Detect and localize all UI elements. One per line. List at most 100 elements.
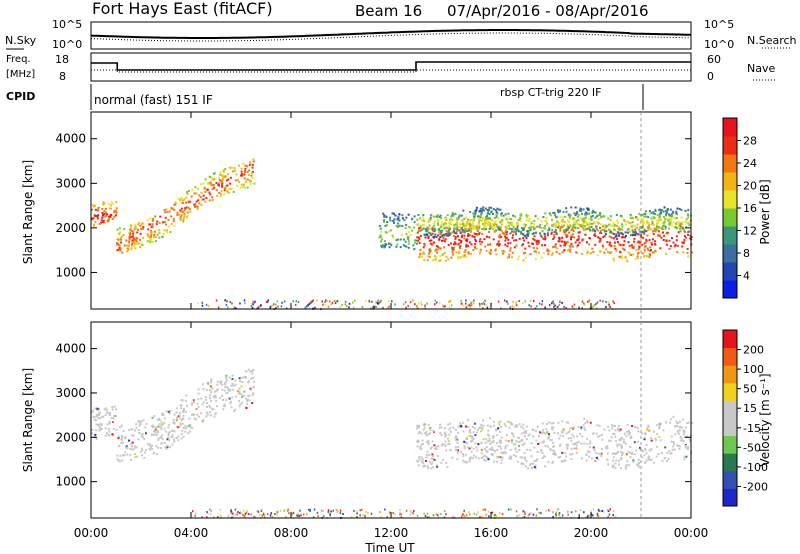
echo-point: [618, 225, 620, 228]
echo-point: [472, 431, 475, 434]
echo-point: [233, 167, 236, 170]
echo-point: [628, 244, 631, 247]
echo-point: [474, 238, 477, 241]
ground-scatter-point: [538, 511, 540, 514]
echo-point: [147, 240, 150, 242]
echo-point: [122, 441, 125, 444]
ground-scatter-point: [482, 307, 484, 310]
ground-scatter-point: [541, 303, 543, 306]
echo-point: [625, 467, 628, 470]
echo-point: [385, 224, 388, 227]
echo-point: [447, 229, 450, 232]
echo-point: [512, 443, 515, 446]
colorbar-tick-label: 20: [743, 180, 757, 193]
echo-point: [130, 442, 133, 445]
echo-point: [681, 221, 684, 224]
echo-point: [162, 413, 165, 416]
echo-point: [252, 392, 255, 395]
echo-point: [508, 217, 511, 220]
echo-point: [681, 245, 684, 248]
echo-point: [439, 259, 442, 262]
ground-scatter-point: [309, 509, 311, 511]
echo-point: [680, 439, 683, 442]
echo-point: [608, 429, 611, 432]
echo-point: [513, 246, 516, 249]
echo-point: [221, 177, 224, 180]
echo-point: [476, 215, 479, 218]
echo-point: [572, 225, 575, 228]
ground-scatter-point: [252, 303, 254, 306]
echo-point: [462, 209, 465, 212]
echo-point: [241, 377, 244, 379]
ground-scatter-point: [484, 299, 487, 302]
echo-point: [129, 228, 132, 231]
echo-point: [508, 421, 511, 424]
echo-point: [244, 169, 247, 172]
echo-point: [224, 175, 227, 178]
echo-point: [179, 422, 182, 425]
echo-point: [418, 217, 421, 220]
echo-point: [119, 231, 122, 234]
echo-point: [446, 465, 449, 468]
echo-point: [598, 435, 601, 438]
echo-point: [471, 426, 474, 428]
echo-point: [667, 219, 670, 222]
echo-point: [489, 443, 492, 446]
echo-point: [504, 239, 507, 242]
echo-point: [418, 227, 421, 230]
echo-point: [534, 232, 537, 235]
echo-point: [503, 251, 506, 254]
echo-point: [646, 429, 649, 431]
echo-point: [432, 457, 434, 460]
echo-point: [512, 454, 515, 457]
echo-point: [567, 437, 570, 440]
ground-scatter-point: [409, 513, 411, 516]
echo-point: [219, 173, 222, 176]
echo-point: [658, 216, 661, 219]
echo-point: [433, 215, 436, 218]
echo-point: [222, 408, 225, 411]
echo-point: [452, 248, 455, 251]
echo-point: [527, 233, 530, 236]
echo-point: [515, 455, 518, 458]
echo-point: [203, 187, 206, 190]
echo-point: [445, 462, 448, 464]
echo-point: [514, 228, 517, 231]
echo-point: [655, 438, 658, 441]
echo-point: [239, 380, 242, 383]
date-range: 07/Apr/2016 - 08/Apr/2016: [447, 2, 649, 20]
echo-point: [243, 177, 246, 180]
echo-point: [100, 221, 102, 224]
echo-point: [610, 251, 613, 253]
echo-point: [151, 416, 154, 419]
echo-point: [181, 211, 184, 214]
echo-point: [478, 215, 481, 218]
echo-point: [512, 214, 515, 217]
echo-point: [535, 239, 538, 242]
echo-point: [137, 420, 140, 423]
echo-point: [218, 182, 221, 185]
echo-point: [252, 158, 255, 161]
ground-scatter-point: [553, 302, 555, 305]
echo-point: [527, 214, 530, 217]
echo-point: [480, 211, 483, 214]
echo-point: [543, 455, 546, 458]
echo-point: [626, 259, 629, 262]
echo-point: [647, 216, 650, 219]
echo-point: [609, 215, 612, 218]
echo-point: [515, 451, 518, 453]
echo-point: [453, 225, 456, 228]
echo-point: [195, 418, 198, 421]
echo-point: [532, 232, 535, 235]
ground-scatter-point: [578, 306, 580, 309]
echo-point: [131, 240, 134, 243]
echo-point: [194, 186, 197, 189]
y-tick-label: 2000: [55, 430, 86, 444]
echo-point: [553, 236, 556, 239]
echo-point: [557, 209, 560, 212]
colorbar-swatch: [723, 154, 737, 173]
echo-point: [600, 216, 602, 219]
echo-point: [576, 226, 579, 229]
echo-point: [452, 214, 455, 217]
echo-point: [672, 211, 675, 214]
